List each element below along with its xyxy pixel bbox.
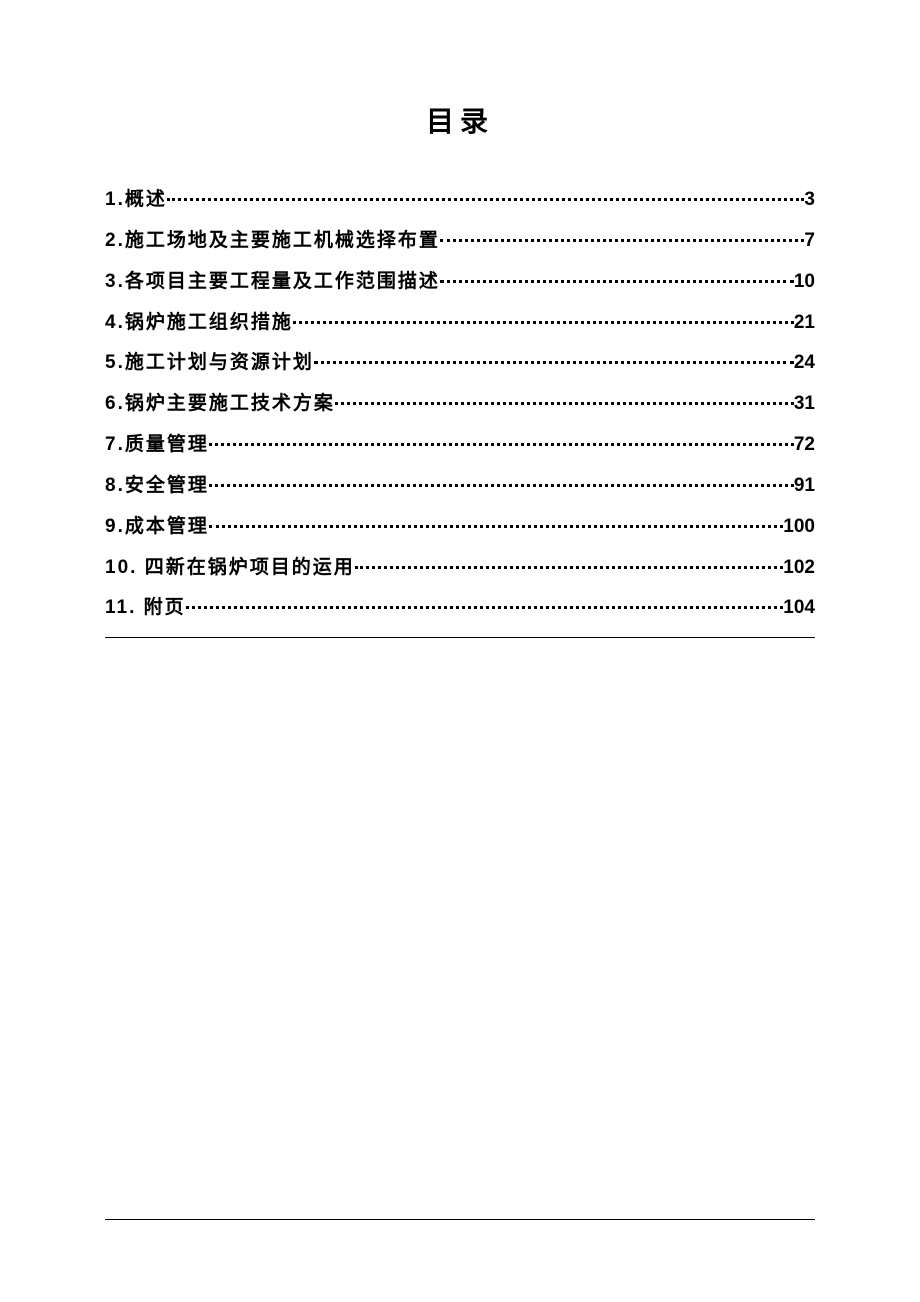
toc-item-page: 72	[794, 425, 815, 466]
toc-item-dots	[440, 227, 805, 246]
toc-item-page: 3	[804, 180, 815, 221]
toc-item: 2.施工场地及主要施工机械选择布置 7	[105, 221, 815, 262]
toc-item: 4.锅炉施工组织措施 21	[105, 303, 815, 344]
toc-item-dots	[209, 472, 794, 491]
toc-item: 8.安全管理 91	[105, 466, 815, 507]
toc-item: 11. 附页 104	[105, 588, 815, 629]
toc-item-dots	[314, 349, 794, 368]
toc-item-page: 31	[794, 384, 815, 425]
toc-item-page: 21	[794, 303, 815, 344]
toc-item-dots	[355, 554, 784, 573]
toc-item-page: 100	[783, 507, 815, 548]
page-container: 目录 1.概述 3 2.施工场地及主要施工机械选择布置 7 3.各项目主要工程量…	[0, 0, 920, 638]
toc-item-label: 4.锅炉施工组织措施	[105, 303, 293, 344]
toc-item-page: 104	[783, 588, 815, 629]
toc-item-dots	[209, 513, 783, 532]
footer-line	[105, 1219, 815, 1220]
toc-item: 3.各项目主要工程量及工作范围描述 10	[105, 262, 815, 303]
toc-item-label: 9.成本管理	[105, 507, 209, 548]
toc-item-dots	[167, 186, 805, 205]
toc-item-page: 7	[804, 221, 815, 262]
toc-item-label: 11. 附页	[105, 588, 186, 629]
toc-item: 6.锅炉主要施工技术方案 31	[105, 384, 815, 425]
toc-title: 目录	[105, 100, 815, 140]
toc-item: 5.施工计划与资源计划 24	[105, 343, 815, 384]
toc-item-label: 3.各项目主要工程量及工作范围描述	[105, 262, 440, 303]
toc-item-label: 7.质量管理	[105, 425, 209, 466]
toc-item-page: 10	[794, 262, 815, 303]
toc-item: 9.成本管理 100	[105, 507, 815, 548]
toc-item-label: 5.施工计划与资源计划	[105, 343, 314, 384]
toc-item-page: 24	[794, 343, 815, 384]
toc-item-label: 8.安全管理	[105, 466, 209, 507]
toc-item-label: 1.概述	[105, 180, 167, 221]
toc-item-dots	[209, 431, 794, 450]
toc-item-page: 102	[783, 548, 815, 589]
toc-item-page: 91	[794, 466, 815, 507]
toc-item-label: 6.锅炉主要施工技术方案	[105, 384, 335, 425]
toc-item: 1.概述 3	[105, 180, 815, 221]
toc-item-dots	[186, 594, 784, 613]
toc-item-label: 10. 四新在锅炉项目的运用	[105, 548, 355, 589]
toc-item-dots	[293, 309, 794, 328]
toc-item-dots	[440, 268, 794, 287]
toc-divider-line	[105, 637, 815, 638]
toc-item-dots	[335, 390, 794, 409]
toc-item: 7.质量管理 72	[105, 425, 815, 466]
toc-list: 1.概述 3 2.施工场地及主要施工机械选择布置 7 3.各项目主要工程量及工作…	[105, 180, 815, 629]
toc-item: 10. 四新在锅炉项目的运用 102	[105, 548, 815, 589]
toc-item-label: 2.施工场地及主要施工机械选择布置	[105, 221, 440, 262]
